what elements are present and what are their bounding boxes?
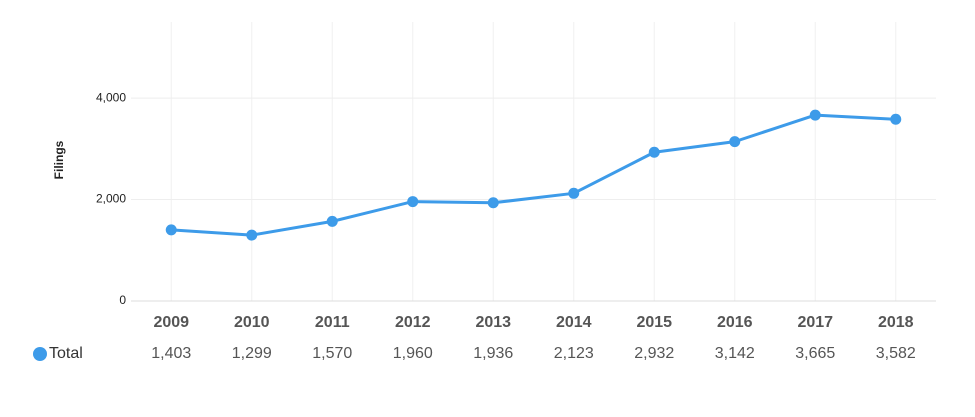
x-tick-label: 2009 [153,314,189,331]
x-tick-label: 2010 [234,314,270,331]
value-label: 3,665 [795,345,835,362]
point [809,109,821,121]
y-tick-label: 4,000 [96,90,126,104]
value-label: 2,123 [554,345,594,362]
point [890,113,902,125]
legend-marker [33,347,47,361]
x-tick-label: 2013 [475,314,511,331]
point [326,215,338,227]
y-tick-label: 2,000 [96,192,126,206]
value-label: 1,299 [232,345,272,362]
value-label: 3,582 [876,345,916,362]
y-tick-label: 0 [119,293,126,307]
value-label: 1,403 [151,345,191,362]
value-label: 2,932 [634,345,674,362]
x-tick-label: 2018 [878,314,914,331]
y-axis-label: Filings [52,140,66,179]
value-label: 1,936 [473,345,513,362]
point [165,224,177,236]
point [729,136,741,148]
line [171,113,896,237]
point [487,197,499,209]
x-tick-label: 2015 [636,314,672,331]
point [407,196,419,208]
point [648,146,660,158]
x-tick-label: 2011 [315,314,350,331]
x-tick-label: 2016 [717,314,753,331]
point [246,229,258,241]
point [568,187,580,199]
value-label: 3,142 [715,345,755,362]
value-label: 1,960 [393,345,433,362]
x-tick-label: 2017 [797,314,833,331]
value-label: 1,570 [312,345,352,362]
x-tick-label: 2012 [395,314,431,331]
legend-label: Total [49,345,83,362]
x-tick-label: 2014 [556,314,592,331]
